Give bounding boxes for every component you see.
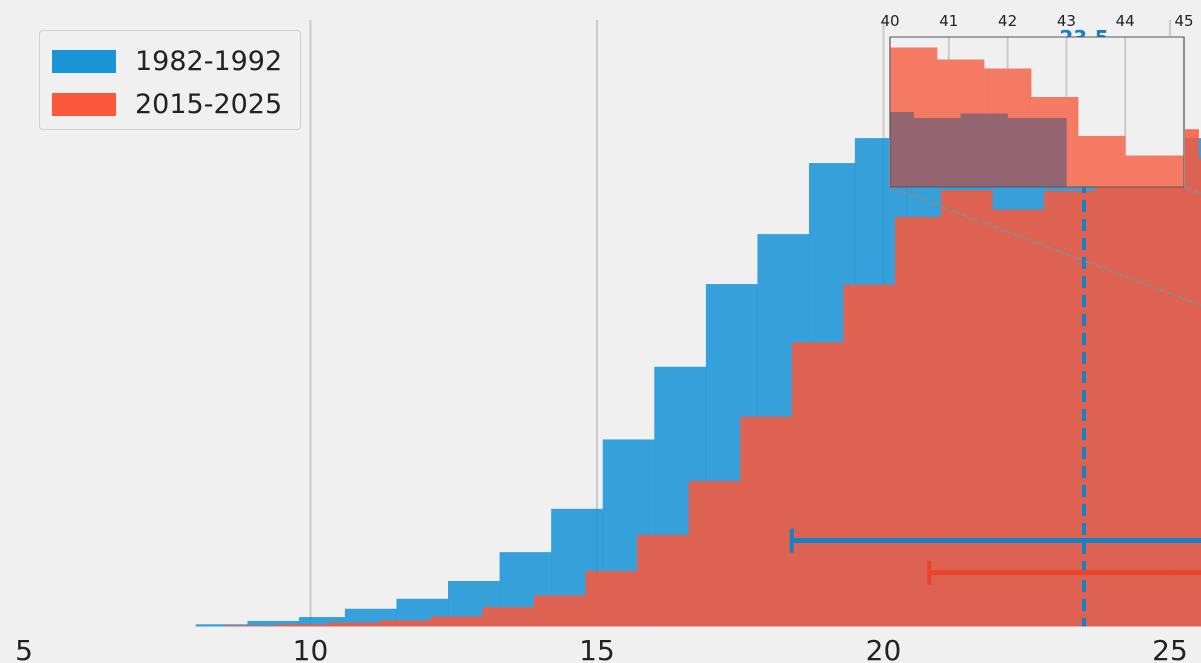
bar-series-2-4 [430, 616, 483, 627]
zoom-inset: 40 41 42 43 44 45 [880, 12, 1201, 307]
bar-series-1-2 [299, 617, 346, 627]
bar-series-2-10 [740, 416, 793, 627]
bar-series-2-11 [791, 342, 844, 627]
sigma-bar-series-1: σ=5.1 [789, 528, 1201, 553]
inset-bar-2-2 [960, 113, 1008, 187]
bar-series-2-15 [992, 209, 1045, 627]
bar-series-2-8 [637, 534, 689, 627]
legend-swatch-series-1 [52, 49, 116, 73]
x-tick-label-20: 20 [866, 634, 902, 663]
inset-tick-label-45: 45 [1174, 12, 1193, 30]
inset-bar-1-4 [1078, 136, 1126, 187]
bar-series-2-16 [1043, 190, 1096, 627]
inset-tick-label-43: 43 [1057, 12, 1076, 30]
inset-tick-label-40: 40 [880, 12, 899, 30]
legend: 1982-1992 2015-2025 [39, 30, 301, 130]
bar-series-2-1 [276, 624, 328, 627]
bar-series-2-13 [894, 216, 942, 627]
sigma-bar-series-2: σ=5.5 [927, 560, 1201, 585]
series-2-bars [224, 129, 1201, 627]
inset-tick-label-41: 41 [939, 12, 958, 30]
inset-bar-2-3 [1007, 118, 1067, 187]
inset-bar-2-1 [913, 118, 961, 187]
bar-series-2-12 [843, 284, 896, 627]
legend-item-series-2: 2015-2025 [52, 87, 282, 121]
x-tick-label-15: 15 [579, 634, 615, 663]
x-tick-label-5: 5 [15, 634, 33, 663]
bar-series-2-3 [379, 620, 432, 627]
bar-series-2-18 [1147, 129, 1199, 627]
bar-series-2-9 [688, 481, 741, 627]
inset-bar-1-5 [1125, 155, 1185, 187]
inset-connector-left [889, 186, 1201, 307]
inset-tick-label-42: 42 [998, 12, 1017, 30]
legend-label-series-2: 2015-2025 [135, 88, 283, 120]
inset-frame [889, 36, 1185, 188]
bar-series-1-0 [195, 624, 248, 627]
legend-swatch-series-2 [52, 92, 116, 116]
x-tick-label-25: 25 [1152, 634, 1188, 663]
bar-series-2-17 [1095, 140, 1148, 627]
inset-tick-label-44: 44 [1116, 12, 1135, 30]
inset-series-2-bars [890, 112, 1067, 187]
bar-series-2-6 [533, 595, 586, 627]
bar-series-2-5 [482, 607, 535, 627]
bar-series-1-1 [247, 620, 300, 627]
bar-series-2-2 [327, 622, 380, 627]
bar-series-2-7 [585, 571, 638, 627]
bar-series-2-19 [1198, 158, 1201, 627]
bar-series-2-0 [224, 625, 277, 627]
bar-series-2-14 [940, 190, 993, 627]
x-tick-label-10: 10 [293, 634, 329, 663]
legend-item-series-1: 1982-1992 [52, 44, 282, 78]
inset-bar-2-0 [890, 112, 914, 187]
x-axis: 51015202530354045 [15, 634, 1188, 663]
legend-label-series-1: 1982-1992 [135, 45, 283, 77]
